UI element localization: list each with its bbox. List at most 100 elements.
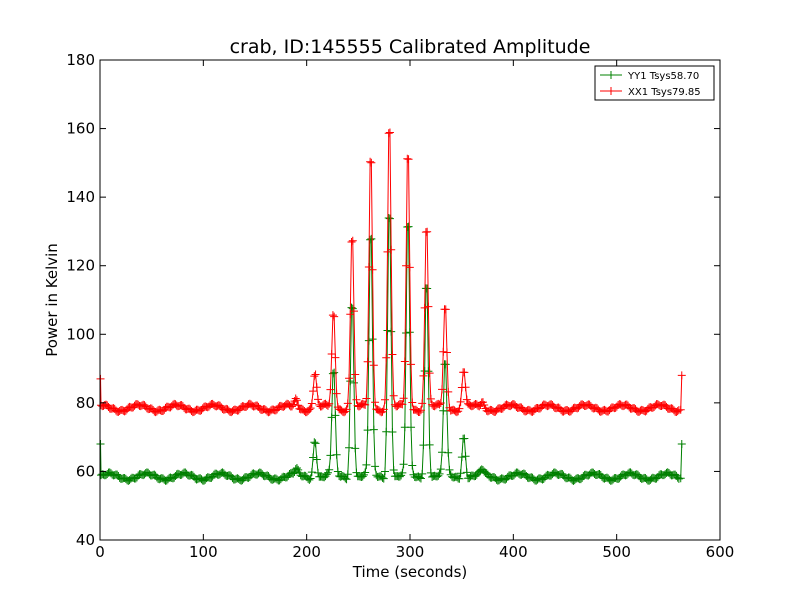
data-point: [309, 387, 318, 396]
data-point: [462, 395, 471, 404]
data-point: [436, 399, 445, 408]
legend-label-1: XX1 Tsys79.85: [628, 87, 701, 98]
data-point: [96, 374, 105, 383]
data-point: [292, 396, 301, 405]
data-point: [407, 423, 416, 432]
data-point: [407, 360, 416, 369]
data-point: [343, 470, 352, 479]
data-point: [330, 312, 339, 321]
data-point: [325, 465, 334, 474]
data-point: [352, 395, 361, 404]
data-point: [369, 425, 378, 434]
data-point: [349, 307, 358, 316]
data-point: [408, 461, 417, 470]
data-point: [677, 371, 686, 380]
data-point: [368, 335, 377, 344]
data-point: [418, 399, 427, 408]
y-axis-label: Power in Kelvin: [43, 243, 61, 357]
data-point: [349, 378, 358, 387]
data-point: [371, 462, 380, 471]
data-point: [378, 473, 387, 482]
data-point: [424, 302, 433, 311]
data-point: [341, 407, 350, 416]
data-point: [383, 326, 392, 335]
data-point: [371, 398, 380, 407]
data-point: [345, 374, 354, 383]
data-point: [328, 311, 337, 320]
y-tick-label: 80: [76, 394, 95, 412]
data-point: [398, 400, 407, 409]
data-point: [359, 400, 368, 409]
y-tick-label: 100: [66, 325, 95, 343]
data-point: [423, 227, 432, 236]
x-tick-label: 0: [95, 543, 105, 561]
data-point: [314, 395, 323, 404]
data-point: [361, 400, 370, 409]
legend-box: [594, 65, 715, 101]
data-point: [363, 357, 372, 366]
y-tick-label: 140: [66, 188, 95, 206]
data-point: [362, 394, 371, 403]
data-point: [424, 367, 433, 376]
data-point: [444, 448, 453, 457]
x-tick-label: 600: [706, 543, 735, 561]
x-tick-label: 100: [189, 543, 218, 561]
legend-marker-0: [607, 71, 615, 79]
data-point: [348, 236, 357, 245]
data-point: [312, 455, 321, 464]
data-point: [332, 450, 341, 459]
data-point: [362, 460, 371, 469]
data-point: [439, 347, 448, 356]
data-point: [436, 465, 445, 474]
data-point: [415, 408, 424, 417]
data-point: [311, 370, 320, 379]
data-point: [366, 157, 375, 166]
data-point: [341, 474, 350, 483]
data-point: [389, 391, 398, 400]
data-point: [445, 465, 454, 474]
data-point: [460, 368, 469, 377]
legend: YY1 Tsys58.70 XX1 Tsys79.85: [594, 65, 715, 101]
data-point: [420, 303, 429, 312]
data-point: [351, 370, 360, 379]
data-point: [387, 245, 396, 254]
data-point: [402, 261, 411, 270]
y-tick-label: 40: [76, 531, 95, 549]
data-point: [455, 404, 464, 413]
data-point: [399, 460, 408, 469]
data-point: [382, 353, 391, 362]
data-point: [305, 405, 314, 414]
data-point: [289, 400, 298, 409]
data-point: [456, 397, 465, 406]
data-point: [435, 400, 444, 409]
data-point: [327, 350, 336, 359]
data-point: [425, 369, 434, 378]
data-point: [441, 305, 450, 314]
y-tick-label: 60: [76, 462, 95, 480]
data-point: [405, 263, 414, 272]
data-point: [369, 361, 378, 370]
data-point: [461, 383, 470, 392]
data-point: [416, 406, 425, 415]
data-point: [402, 328, 411, 337]
data-point: [364, 336, 373, 345]
data-point: [385, 214, 394, 223]
data-point: [294, 401, 303, 410]
data-point: [345, 443, 354, 452]
legend-label-0: YY1 Tsys58.70: [627, 71, 699, 82]
data-point: [418, 469, 427, 478]
data-point: [384, 214, 393, 223]
data-point: [676, 405, 685, 414]
data-point: [379, 474, 388, 483]
x-axis-label: Time (seconds): [352, 563, 468, 581]
data-point: [332, 389, 341, 398]
data-point: [325, 399, 334, 408]
data-point: [310, 438, 319, 447]
data-point: [311, 439, 320, 448]
x-axis: 0 100 200 300 400 500 600: [95, 60, 734, 561]
data-point: [367, 158, 376, 167]
data-point: [367, 234, 376, 243]
data-point: [291, 394, 300, 403]
data-point: [307, 468, 316, 477]
data-point: [404, 222, 413, 231]
